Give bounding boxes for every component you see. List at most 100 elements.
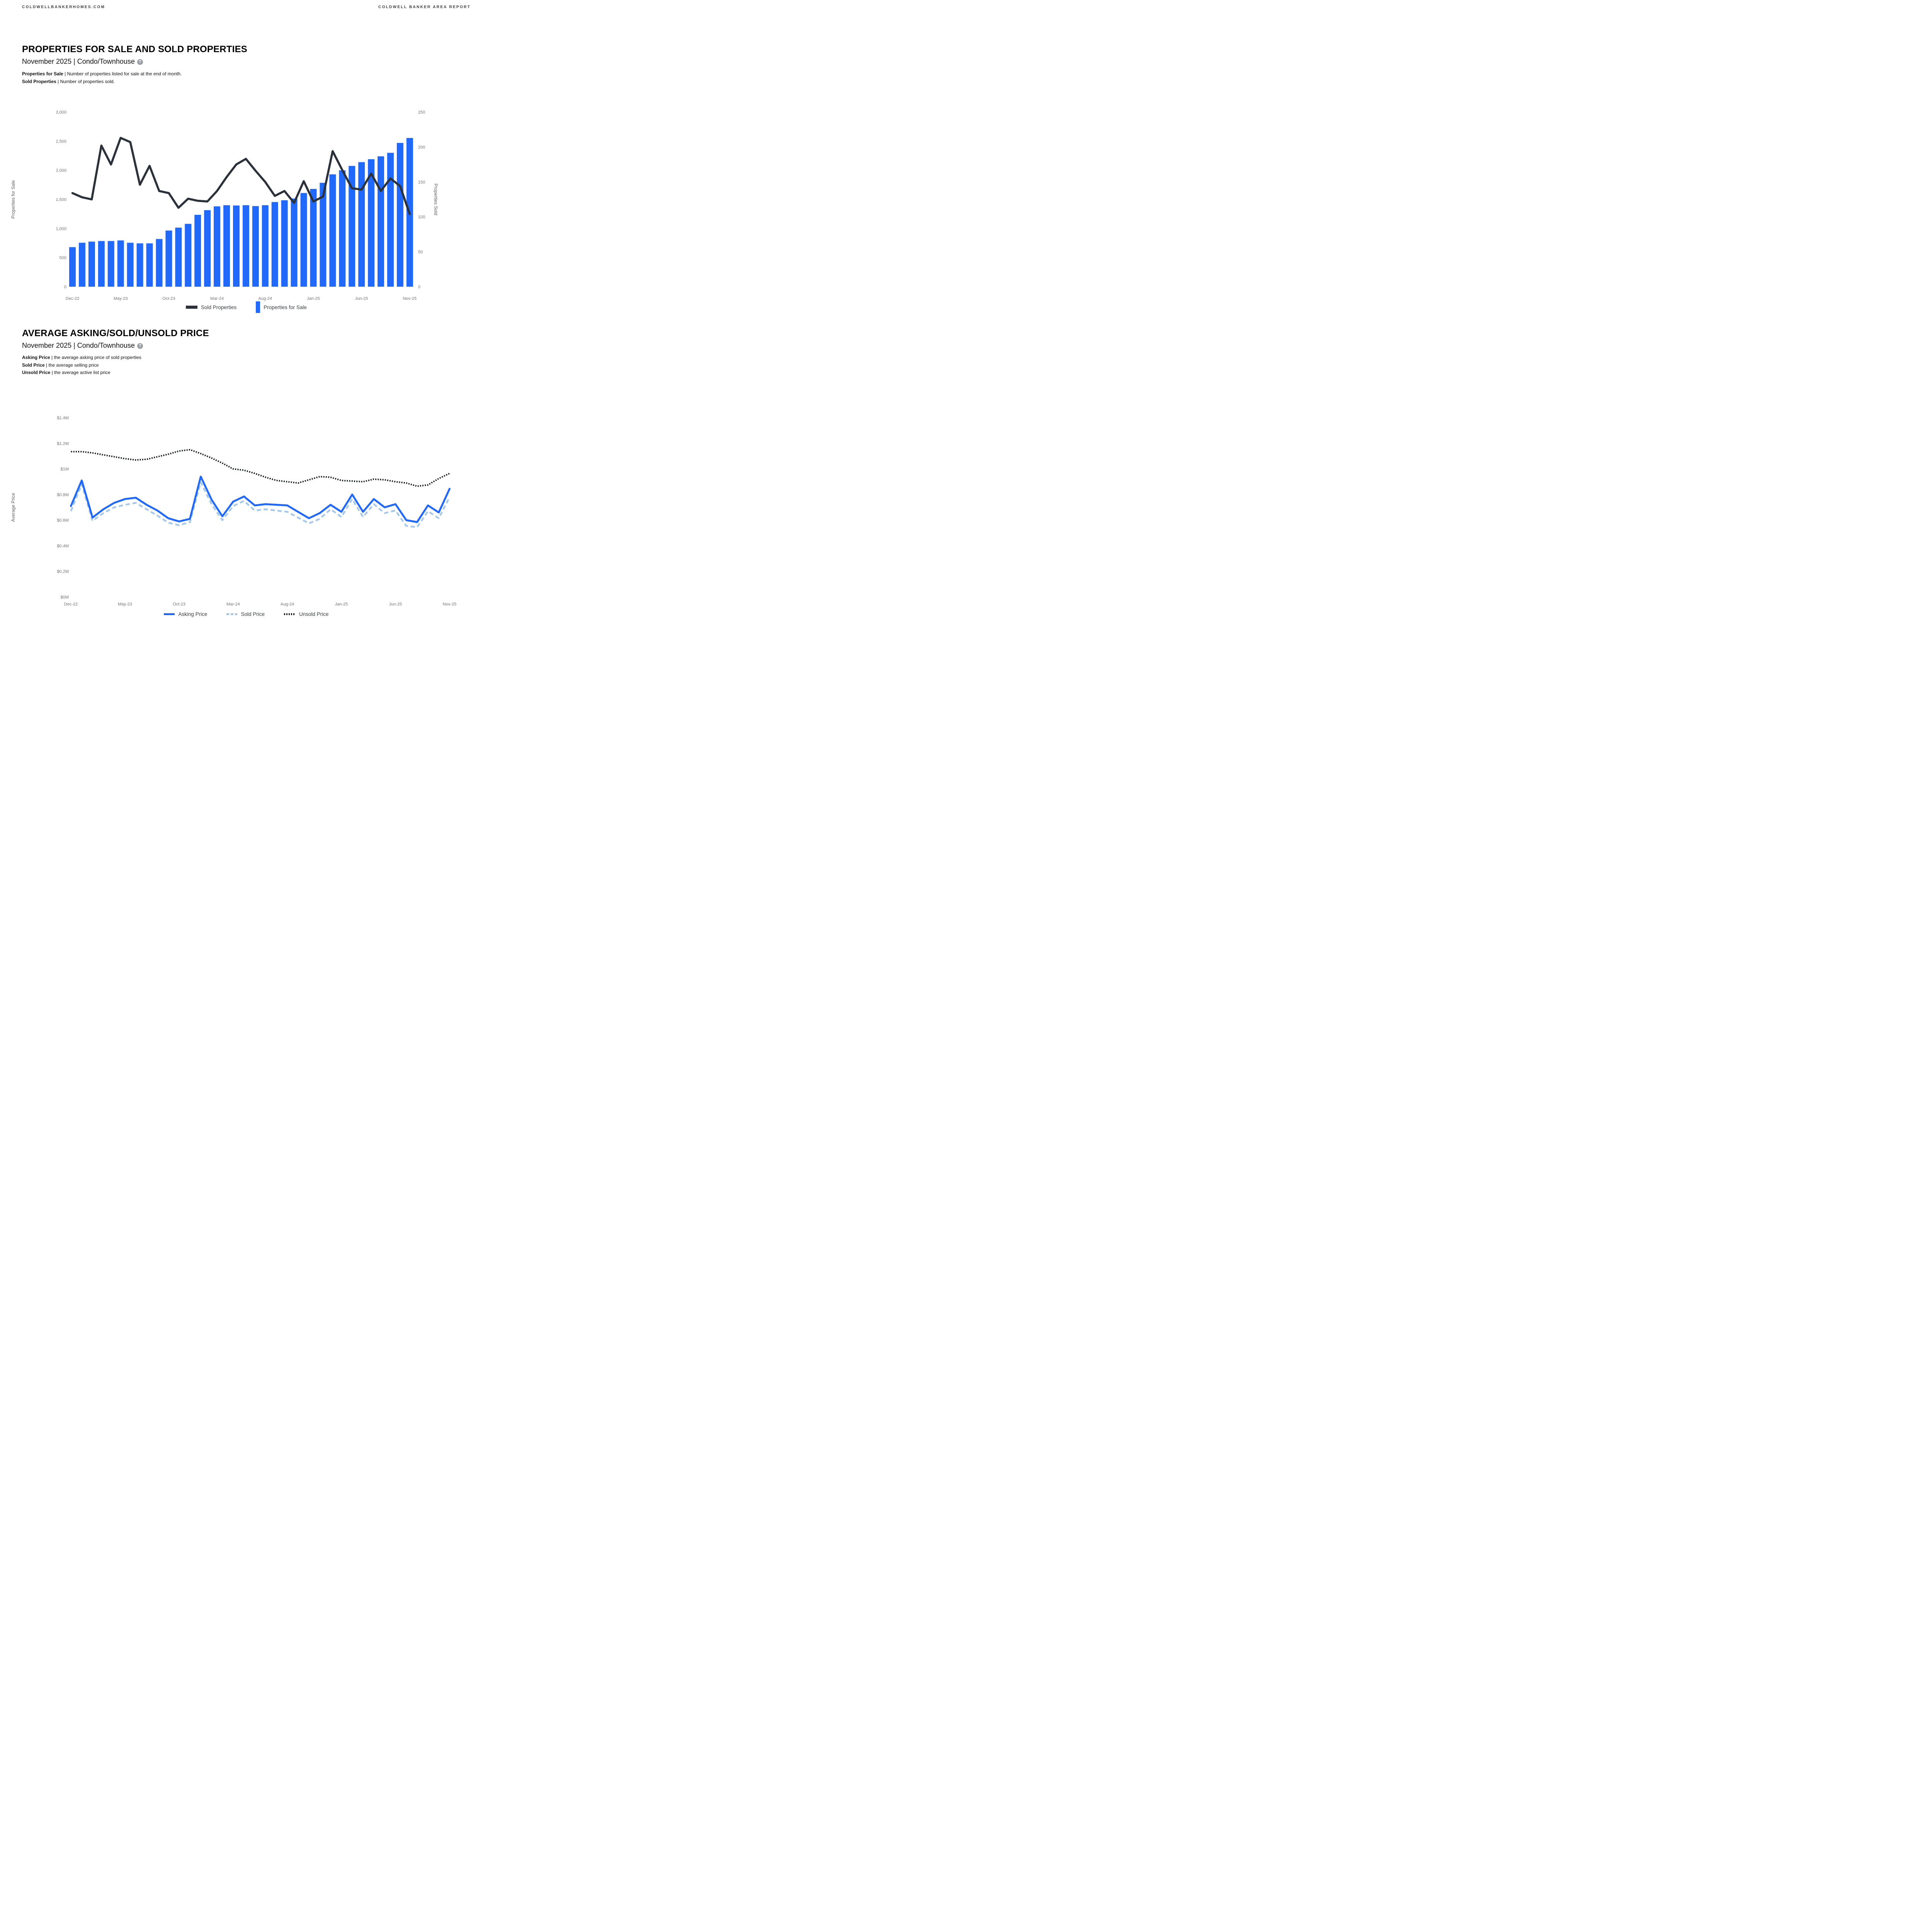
- bar-properties-for-sale: [339, 170, 346, 287]
- bar-properties-for-sale: [146, 243, 153, 287]
- x-axis-tick-label: Oct-23: [162, 296, 175, 301]
- right-axis-title: Properties Sold: [433, 184, 439, 215]
- x-axis-tick-label: Nov-25: [403, 296, 417, 301]
- desc-line: Unsold Price | the average active list p…: [22, 369, 141, 377]
- left-axis-tick-label: 500: [60, 256, 66, 260]
- legend-label: Sold Price: [241, 611, 265, 617]
- asking-price-line-swatch: [164, 613, 175, 615]
- section2-subtitle: November 2025 | Condo/Townhouse?: [22, 342, 143, 350]
- header-right-text: COLDWELL BANKER AREA REPORT: [378, 5, 471, 9]
- bar-properties-for-sale: [165, 230, 172, 287]
- y-axis-tick-label: $1M: [61, 467, 69, 472]
- bar-properties-for-sale: [175, 228, 182, 287]
- desc-line: Sold Price | the average selling price: [22, 362, 141, 369]
- bar-properties-for-sale: [396, 143, 403, 287]
- x-axis-tick-label: Nov-25: [443, 602, 456, 607]
- bar-properties-for-sale: [291, 198, 298, 287]
- bar-properties-for-sale: [233, 205, 240, 287]
- chart2-legend: Asking Price Sold Price Unsold Price: [0, 611, 493, 617]
- x-axis-tick-label: May-23: [118, 602, 132, 607]
- x-axis-tick-label: Aug-24: [259, 296, 272, 301]
- desc-term: Unsold Price: [22, 370, 51, 375]
- bar-properties-for-sale: [136, 243, 143, 287]
- bar-properties-for-sale: [117, 240, 124, 287]
- properties-chart: 0 500 1,000 1,500 2,000 2,500 3,000 0 50 100 150 20…: [10, 110, 439, 301]
- x-axis-tick-label: Jan-25: [307, 296, 320, 301]
- x-axis-tick-label: Mar-24: [210, 296, 224, 301]
- legend-item-sold-price: Sold Price: [226, 611, 265, 617]
- bar-properties-for-sale: [223, 205, 230, 287]
- x-axis-tick-label: Dec-22: [64, 602, 78, 607]
- desc-text: | Number of properties listed for sale a…: [65, 71, 182, 77]
- right-axis-tick-label: 200: [418, 145, 425, 150]
- x-axis-tick-label: Jan-25: [335, 602, 348, 607]
- desc-line: Properties for Sale | Number of properti…: [22, 70, 182, 78]
- left-axis-tick-label: 1,000: [56, 226, 66, 231]
- x-axis-tick-label: Aug-24: [281, 602, 294, 607]
- bar-properties-for-sale: [281, 200, 288, 287]
- bar-properties-for-sale: [378, 156, 384, 287]
- bar-properties-for-sale: [204, 210, 211, 287]
- y-axis-tick-label: $0.4M: [57, 544, 69, 548]
- bar-properties-for-sale: [185, 224, 192, 287]
- section2-subtitle-text: November 2025 | Condo/Townhouse: [22, 342, 135, 349]
- y-axis-title: Average Price: [10, 493, 16, 522]
- bar-properties-for-sale: [300, 193, 307, 287]
- desc-text: | the average active list price: [51, 370, 111, 375]
- legend-item-asking-price: Asking Price: [164, 611, 207, 617]
- chart1-legend: Sold Properties Properties for Sale: [0, 301, 493, 313]
- y-axis-tick-label: $1.4M: [57, 416, 69, 420]
- x-axis-tick-label: Dec-22: [66, 296, 79, 301]
- desc-term: Sold Price: [22, 362, 45, 368]
- legend-label: Unsold Price: [299, 611, 329, 617]
- bar-properties-for-sale: [156, 239, 163, 287]
- left-axis-tick-label: 0: [64, 285, 66, 289]
- sold-price-line: [70, 481, 451, 528]
- bar-properties-for-sale: [310, 189, 317, 287]
- section1-subtitle: November 2025 | Condo/Townhouse?: [22, 58, 143, 66]
- desc-line: Sold Properties | Number of properties s…: [22, 78, 182, 86]
- bar-properties-for-sale: [69, 247, 76, 287]
- left-axis-tick-label: 3,000: [56, 110, 66, 115]
- bar-properties-for-sale: [252, 206, 259, 287]
- legend-label: Sold Properties: [201, 304, 237, 310]
- help-icon[interactable]: ?: [137, 59, 143, 65]
- right-axis-tick-label: 100: [418, 215, 425, 219]
- header-left-text: COLDWELLBANKERHOMES.COM: [22, 5, 105, 9]
- bar-properties-for-sale: [358, 162, 365, 287]
- bar-properties-for-sale: [329, 174, 336, 287]
- right-axis-tick-label: 0: [418, 285, 420, 289]
- legend-item-unsold-price: Unsold Price: [284, 611, 329, 617]
- desc-text: | Number of properties sold.: [58, 78, 115, 84]
- price-chart: $0M $0.2M $0.4M $0.6M $0.8M $1M $1.2M $1.4M Aver…: [10, 416, 456, 607]
- bar-properties-for-sale: [127, 243, 134, 287]
- y-axis-tick-label: $0.8M: [57, 493, 69, 497]
- y-axis-tick-label: $1.2M: [57, 441, 69, 446]
- left-axis-tick-label: 2,000: [56, 168, 66, 173]
- bar-properties-for-sale: [368, 159, 375, 287]
- y-axis-tick-label: $0M: [61, 595, 69, 600]
- bar-properties-for-sale: [194, 214, 201, 287]
- left-axis-tick-label: 2,500: [56, 139, 66, 144]
- help-icon[interactable]: ?: [137, 343, 143, 349]
- x-axis-tick-label: Mar-24: [226, 602, 240, 607]
- bar-properties-for-sale: [320, 183, 327, 287]
- unsold-price-dot-swatch: [284, 613, 296, 615]
- properties-for-sale-bar-swatch: [256, 301, 260, 313]
- report-page: COLDWELLBANKERHOMES.COM COLDWELL BANKER …: [0, 0, 493, 638]
- legend-item-sold-properties: Sold Properties: [185, 304, 237, 310]
- section2-title: AVERAGE ASKING/SOLD/UNSOLD PRICE: [22, 328, 209, 338]
- x-axis-tick-label: Jun-25: [355, 296, 368, 301]
- right-axis-tick-label: 150: [418, 180, 425, 185]
- x-axis-tick-label: May-23: [114, 296, 128, 301]
- right-axis-tick-label: 250: [418, 110, 425, 115]
- sold-price-dash-swatch: [226, 613, 238, 615]
- asking-price-line: [70, 475, 451, 523]
- unsold-price-line: [71, 449, 450, 487]
- bar-properties-for-sale: [271, 202, 278, 287]
- bar-properties-for-sale: [262, 205, 269, 287]
- bar-properties-for-sale: [88, 242, 95, 287]
- legend-item-properties-for-sale: Properties for Sale: [256, 301, 307, 313]
- bar-properties-for-sale: [387, 153, 394, 287]
- section2-descriptions: Asking Price | the average asking price …: [22, 354, 141, 377]
